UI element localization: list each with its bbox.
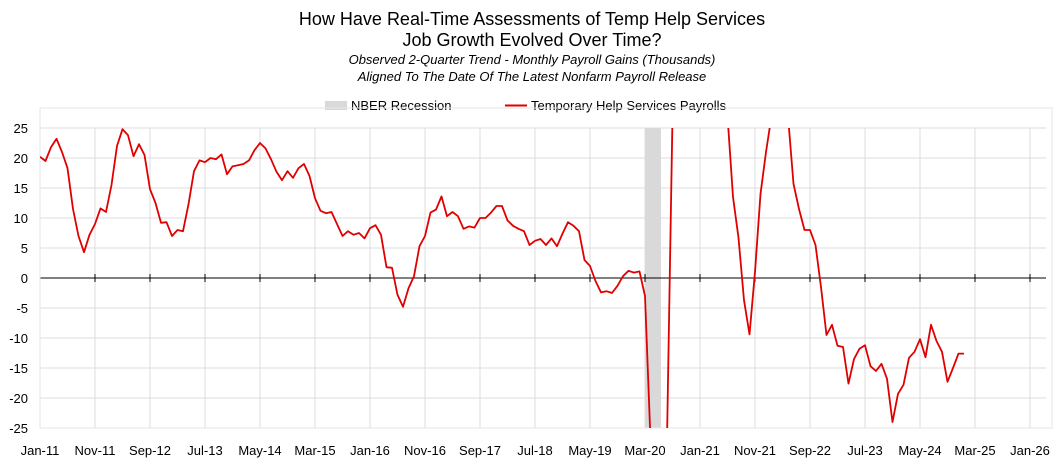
x-tick-label: May-24 xyxy=(898,443,941,458)
x-tick-label: Jan-16 xyxy=(350,443,390,458)
x-tick-label: May-14 xyxy=(238,443,281,458)
x-tick-label: Jan-11 xyxy=(21,443,60,458)
x-tick-label: Sep-22 xyxy=(789,443,831,458)
x-tick-label: Sep-12 xyxy=(129,443,171,458)
x-tick-label: Jul-13 xyxy=(187,443,222,458)
y-tick-label: 5 xyxy=(21,241,28,256)
legend-swatch-recession xyxy=(325,101,347,110)
y-tick-label: 0 xyxy=(21,271,28,286)
y-tick-label: 15 xyxy=(14,181,28,196)
x-tick-label: Nov-11 xyxy=(75,443,116,458)
legend-label-recession: NBER Recession xyxy=(351,98,451,113)
y-tick-label: -20 xyxy=(9,391,28,406)
x-tick-label: Jul-18 xyxy=(517,443,552,458)
legend-label-temp-help: Temporary Help Services Payrolls xyxy=(531,98,727,113)
x-tick-label: Mar-25 xyxy=(954,443,995,458)
y-tick-label: -15 xyxy=(9,361,28,376)
x-tick-label: Jul-23 xyxy=(847,443,882,458)
y-tick-label: -10 xyxy=(9,331,28,346)
x-tick-label: Nov-21 xyxy=(734,443,776,458)
x-tick-label: Jan-21 xyxy=(680,443,720,458)
legend: NBER Recession Temporary Help Services P… xyxy=(325,98,727,113)
y-tick-label: -25 xyxy=(9,421,28,436)
plot-border xyxy=(39,107,1053,429)
x-tick-label: Nov-16 xyxy=(404,443,446,458)
series-line-temp-help xyxy=(40,128,964,428)
plot-area: 25 20 15 10 5 0 -5 -10 -15 -20 -25 Jan-11 Nov-11 Sep-… xyxy=(9,107,1053,458)
chart-subtitle-line-2: Aligned To The Date Of The Latest Nonfar… xyxy=(357,69,707,84)
x-tick-label: Mar-15 xyxy=(294,443,335,458)
y-tick-label: 20 xyxy=(14,151,28,166)
x-tick-label: Mar-20 xyxy=(624,443,665,458)
chart-title-line-1: How Have Real-Time Assessments of Temp H… xyxy=(299,9,765,29)
y-tick-label: 25 xyxy=(14,121,28,136)
y-tick-label: -5 xyxy=(16,301,28,316)
chart-title-line-2: Job Growth Evolved Over Time? xyxy=(402,30,661,50)
x-tick-label: Jan-26 xyxy=(1010,443,1050,458)
x-tick-label: Sep-17 xyxy=(459,443,501,458)
y-tick-label: 10 xyxy=(14,211,28,226)
chart-subtitle-line-1: Observed 2-Quarter Trend - Monthly Payro… xyxy=(349,52,716,67)
x-tick-label: May-19 xyxy=(568,443,611,458)
